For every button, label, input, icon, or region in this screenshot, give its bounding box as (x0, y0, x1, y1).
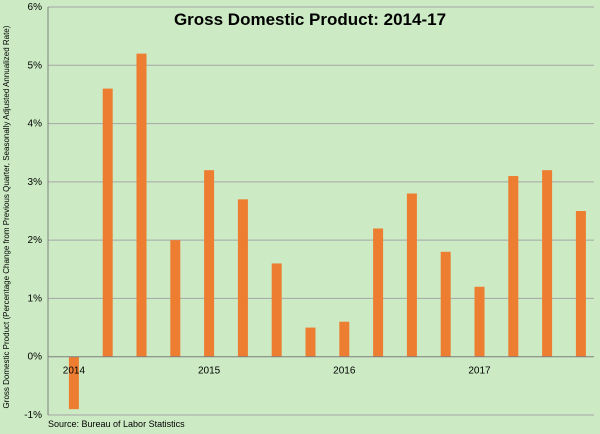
x-tick-label: 2015 (198, 366, 221, 377)
source-note: Source: Bureau of Labor Statistics (48, 419, 185, 429)
bar (508, 176, 519, 357)
y-tick-label: 6% (28, 2, 43, 13)
bar (406, 193, 417, 357)
bars (68, 53, 586, 410)
x-tick-label: 2017 (468, 366, 491, 377)
chart-title: Gross Domestic Product: 2014-17 (174, 10, 446, 29)
y-tick-label: 3% (28, 177, 43, 188)
bar (474, 286, 485, 357)
bar (305, 327, 316, 357)
y-tick-label: -1% (24, 410, 42, 421)
y-tick-label: 1% (28, 293, 43, 304)
bar (271, 263, 282, 357)
y-tick-label: 0% (28, 352, 43, 363)
y-tick-label: 4% (28, 119, 43, 130)
x-tick-label: 2016 (333, 366, 356, 377)
bar (170, 240, 181, 357)
bar (68, 356, 79, 410)
bar (339, 321, 350, 357)
x-tick-labels: 2014 2015 2016 2017 (63, 366, 491, 377)
bar (440, 251, 451, 357)
bar (373, 228, 384, 357)
y-tick-label: 5% (28, 60, 43, 71)
bar (542, 170, 553, 357)
x-tick-label: 2014 (63, 366, 86, 377)
y-tick-labels: -1% 0% 1% 2% 3% 4% 5% 6% (24, 2, 42, 421)
bar (136, 53, 147, 357)
bar (575, 211, 586, 357)
y-tick-label: 2% (28, 235, 43, 246)
bar (102, 88, 113, 357)
y-axis-label: Gross Domestic Product (Percentage Chang… (2, 25, 11, 408)
bar (237, 199, 248, 357)
bar (204, 170, 215, 357)
